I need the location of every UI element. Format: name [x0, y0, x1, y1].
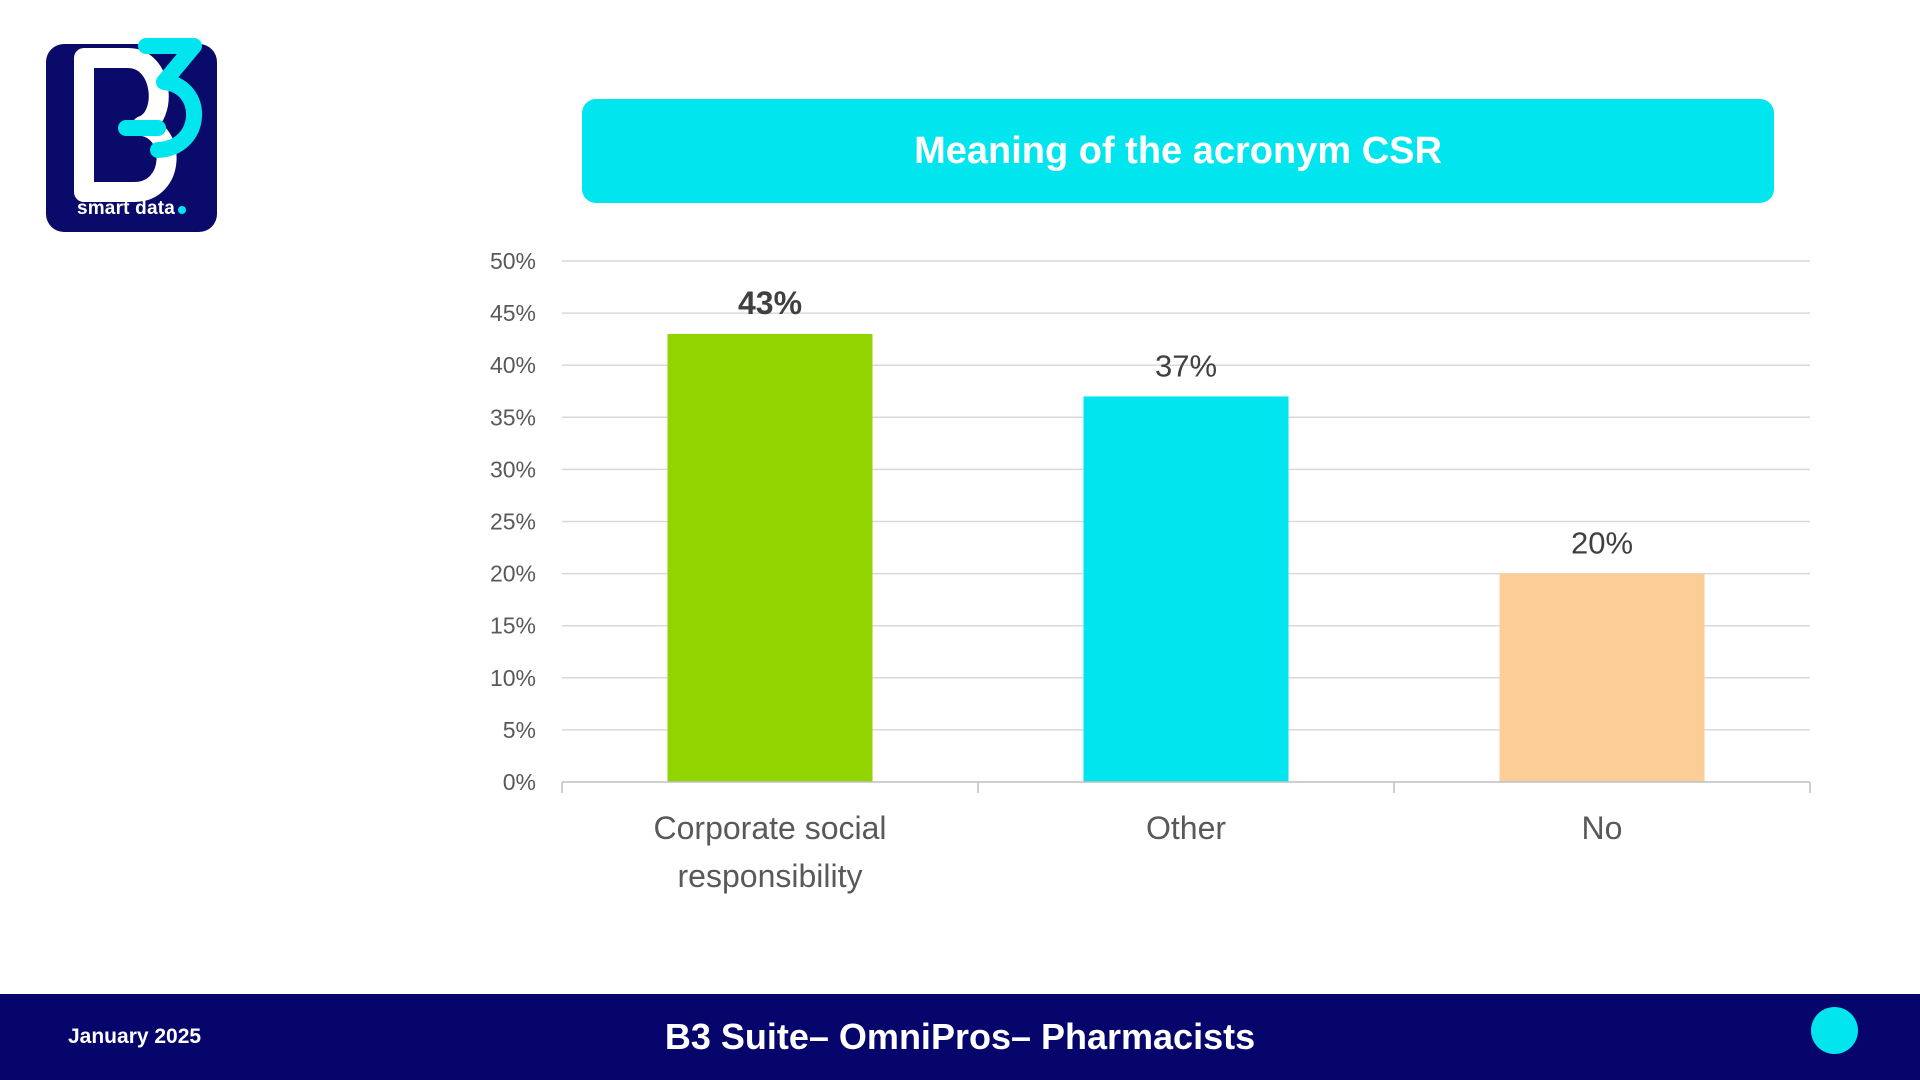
- category-label-line: Corporate social: [654, 810, 887, 846]
- data-label: 43%: [738, 285, 802, 321]
- bar: [1083, 396, 1289, 782]
- footer-date: January 2025: [68, 1025, 202, 1048]
- y-tick-label: 40%: [490, 352, 536, 378]
- logo-label: smart data: [46, 198, 217, 220]
- y-tick-label: 15%: [490, 613, 536, 639]
- y-axis: 0% 5% 10% 15% 20% 25% 30% 35% 40% 45% 50%: [490, 248, 536, 795]
- data-label: 20%: [1571, 526, 1633, 561]
- y-tick-label: 10%: [490, 665, 536, 691]
- category-label-line: Other: [1146, 810, 1226, 846]
- footer-dot-icon: [1811, 1007, 1858, 1054]
- x-axis: Corporate social responsibility Other No: [561, 781, 1811, 894]
- y-tick-label: 5%: [503, 717, 536, 743]
- category-label: No: [1582, 810, 1623, 846]
- logo-dot: [178, 206, 187, 214]
- b3-logo: smart data: [46, 38, 217, 232]
- chart-title: Meaning of the acronym CSR: [914, 129, 1442, 172]
- y-tick-label: 0%: [503, 769, 536, 795]
- b3-logo-mark: [74, 38, 203, 202]
- y-tick-label: 50%: [490, 248, 536, 274]
- chart-title-box: Meaning of the acronym CSR: [582, 99, 1774, 203]
- chart-bars: 43% 37% 20%: [667, 285, 1705, 782]
- footer-title: B3 Suite– OmniPros– Pharmacists: [664, 1016, 1256, 1057]
- y-tick-label: 20%: [490, 561, 536, 587]
- bar-chart: 0% 5% 10% 15% 20% 25% 30% 35% 40% 45% 50% 43% 37% 20…: [490, 248, 1811, 894]
- y-tick-label: 30%: [490, 456, 536, 482]
- y-tick-label: 35%: [490, 404, 536, 430]
- y-tick-label: 45%: [490, 300, 536, 326]
- y-tick-label: 25%: [490, 509, 536, 535]
- category-label: Corporate social responsibility: [654, 810, 887, 894]
- bar: [667, 333, 873, 782]
- category-label-line: No: [1582, 810, 1623, 846]
- bar: [1499, 573, 1705, 782]
- category-label-line: responsibility: [678, 858, 863, 894]
- category-label: Other: [1146, 810, 1226, 846]
- data-label: 37%: [1155, 348, 1217, 383]
- footer-bar: January 2025 B3 Suite– OmniPros– Pharmac…: [0, 994, 1920, 1080]
